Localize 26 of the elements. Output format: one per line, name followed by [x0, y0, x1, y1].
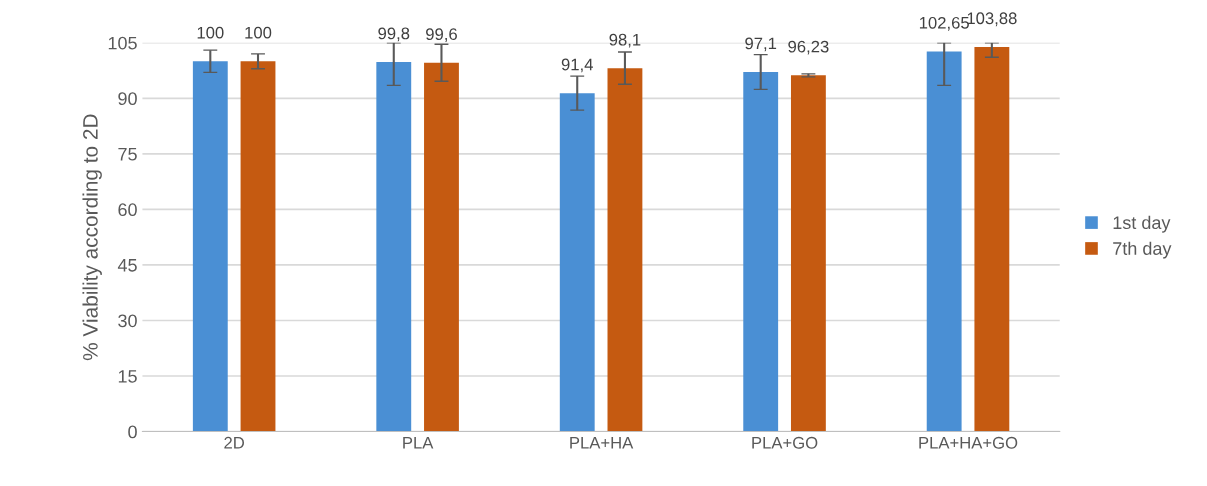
data-label: 98,1 [609, 33, 641, 48]
y-tick-label: 15 [118, 370, 137, 383]
data-label: 99,8 [378, 27, 410, 42]
x-tick-label: PLA+GO [752, 436, 818, 449]
y-tick-label: 75 [118, 147, 137, 161]
y-tick-label: 105 [108, 36, 137, 50]
data-label: 99,6 [426, 28, 457, 42]
data-label: 103,88 [967, 12, 1017, 27]
x-tick-label: 2D [224, 436, 245, 449]
legend-label: 7th day [1113, 241, 1172, 259]
data-label: 97,1 [745, 37, 777, 52]
y-tick-label: 0 [128, 425, 137, 439]
y-tick-label: 60 [118, 203, 137, 217]
data-label: 91,4 [561, 58, 593, 73]
y-axis-title: % Viability according to 2D [82, 114, 102, 361]
y-tick-label: 30 [118, 314, 137, 328]
y-tick-label: 45 [117, 259, 137, 272]
data-label: 102,65 [919, 16, 969, 31]
x-tick-label: PLA+HA [570, 437, 634, 449]
data-label: 100 [197, 26, 224, 39]
y-tick-label: 90 [118, 92, 137, 106]
legend-label: 1st day [1113, 215, 1171, 233]
x-tick-label: PLA+HA+GO [919, 436, 1018, 449]
data-label: 96,23 [788, 40, 829, 55]
data-label: 100 [245, 26, 272, 39]
x-tick-label: PLA [403, 437, 434, 449]
